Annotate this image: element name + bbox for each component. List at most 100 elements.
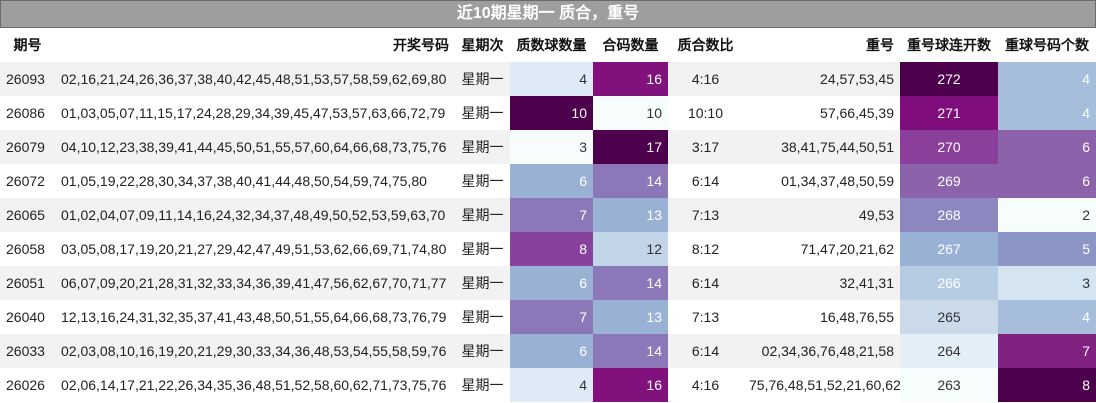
table-row: 26058 03,05,08,17,19,20,21,27,29,42,47,49… [0,232,1096,266]
composite-count-cell: 17 [593,130,668,164]
weekday-cell: 星期一 [455,368,510,402]
ratio-cell: 7:13 [668,198,743,232]
streak-cell: 264 [900,334,998,368]
period-cell: 26033 [0,334,55,368]
streak-cell: 265 [900,300,998,334]
prime-count-cell: 3 [510,130,593,164]
repeat-cell: 16,48,76,55 [743,300,900,334]
weekday-cell: 星期一 [455,266,510,300]
period-cell: 26058 [0,232,55,266]
table-row: 26026 02,06,14,17,21,22,26,34,35,36,48,51… [0,368,1096,402]
table-row: 26051 06,07,09,20,21,28,31,32,33,34,36,39… [0,266,1096,300]
period-cell: 26079 [0,130,55,164]
ratio-cell: 8:12 [668,232,743,266]
numbers-cell: 02,06,14,17,21,22,26,34,35,36,48,51,52,5… [55,368,455,402]
composite-count-cell: 12 [593,232,668,266]
prime-count-cell: 6 [510,334,593,368]
repeat-cell: 57,66,45,39 [743,96,900,130]
composite-count-cell: 14 [593,266,668,300]
period-cell: 26072 [0,164,55,198]
numbers-cell: 01,03,05,07,11,15,17,24,28,29,34,39,45,4… [55,96,455,130]
numbers-cell: 02,16,21,24,26,36,37,38,40,42,45,48,51,5… [55,62,455,96]
header-period: 期号 [13,37,42,53]
prime-count-cell: 8 [510,232,593,266]
period-cell: 26026 [0,368,55,402]
repeat-count-cell: 5 [998,232,1096,266]
table-body: 26093 02,16,21,24,26,36,37,38,40,42,45,48… [0,62,1096,402]
repeat-cell: 38,41,75,44,50,51 [743,130,900,164]
streak-cell: 268 [900,198,998,232]
numbers-cell: 01,02,04,07,09,11,14,16,24,32,34,37,48,4… [55,198,455,232]
table-row: 26040 12,13,16,24,31,32,35,37,41,43,48,50… [0,300,1096,334]
prime-count-cell: 6 [510,164,593,198]
period-cell: 26093 [0,62,55,96]
header-ratio: 质合数比 [677,37,734,53]
weekday-cell: 星期一 [455,62,510,96]
period-cell: 26040 [0,300,55,334]
repeat-count-cell: 7 [998,334,1096,368]
weekday-cell: 星期一 [455,164,510,198]
ratio-cell: 4:16 [668,62,743,96]
repeat-count-cell: 6 [998,164,1096,198]
prime-count-cell: 7 [510,300,593,334]
weekday-cell: 星期一 [455,130,510,164]
prime-count-cell: 10 [510,96,593,130]
results-table: 期号 开奖号码 星期次 质数球数量 合码数量 质合数比 重号 重号球连开数 重球… [0,28,1096,402]
weekday-cell: 星期一 [455,300,510,334]
header-composite-count: 合码数量 [602,37,659,53]
repeat-count-cell: 4 [998,62,1096,96]
period-cell: 26086 [0,96,55,130]
composite-count-cell: 14 [593,164,668,198]
numbers-cell: 02,03,08,10,16,19,20,21,29,30,33,34,36,4… [55,334,455,368]
numbers-cell: 01,05,19,22,28,30,34,37,38,40,41,44,48,5… [55,164,455,198]
weekday-cell: 星期一 [455,198,510,232]
composite-count-cell: 13 [593,300,668,334]
ratio-cell: 6:14 [668,334,743,368]
repeat-cell: 49,53 [743,198,900,232]
weekday-cell: 星期一 [455,232,510,266]
streak-cell: 271 [900,96,998,130]
header-row: 期号 开奖号码 星期次 质数球数量 合码数量 质合数比 重号 重号球连开数 重球… [0,28,1096,62]
streak-cell: 266 [900,266,998,300]
weekday-cell: 星期一 [455,96,510,130]
table-row: 26086 01,03,05,07,11,15,17,24,28,29,34,39… [0,96,1096,130]
repeat-count-cell: 6 [998,130,1096,164]
streak-cell: 269 [900,164,998,198]
header-prime-count: 质数球数量 [516,37,587,53]
composite-count-cell: 14 [593,334,668,368]
header-streak: 重号球连开数 [907,37,991,53]
ratio-cell: 10:10 [668,96,743,130]
numbers-cell: 06,07,09,20,21,28,31,32,33,34,36,39,41,4… [55,266,455,300]
prime-count-cell: 4 [510,62,593,96]
header-repeat: 重号 [866,37,894,53]
table-row: 26079 04,10,12,23,38,39,41,44,45,50,51,55… [0,130,1096,164]
repeat-count-cell: 4 [998,300,1096,334]
repeat-cell: 75,76,48,51,52,21,60,62 [743,368,900,402]
table-title: 近10期星期一 质合，重号 [0,0,1096,28]
table-row: 26093 02,16,21,24,26,36,37,38,40,42,45,48… [0,62,1096,96]
repeat-count-cell: 8 [998,368,1096,402]
numbers-cell: 03,05,08,17,19,20,21,27,29,42,47,49,51,5… [55,232,455,266]
streak-cell: 270 [900,130,998,164]
prime-count-cell: 4 [510,368,593,402]
streak-cell: 272 [900,62,998,96]
streak-cell: 263 [900,368,998,402]
weekday-cell: 星期一 [455,334,510,368]
numbers-cell: 12,13,16,24,31,32,35,37,41,43,48,50,51,5… [55,300,455,334]
repeat-cell: 01,34,37,48,50,59 [743,164,900,198]
repeat-count-cell: 3 [998,266,1096,300]
numbers-cell: 04,10,12,23,38,39,41,44,45,50,51,55,57,6… [55,130,455,164]
table-row: 26065 01,02,04,07,09,11,14,16,24,32,34,37… [0,198,1096,232]
repeat-count-cell: 4 [998,96,1096,130]
header-weekday: 星期次 [461,37,504,53]
streak-cell: 267 [900,232,998,266]
prime-count-cell: 6 [510,266,593,300]
composite-count-cell: 16 [593,368,668,402]
ratio-cell: 6:14 [668,266,743,300]
table-row: 26072 01,05,19,22,28,30,34,37,38,40,41,44… [0,164,1096,198]
ratio-cell: 6:14 [668,164,743,198]
period-cell: 26051 [0,266,55,300]
composite-count-cell: 16 [593,62,668,96]
prime-count-cell: 7 [510,198,593,232]
ratio-cell: 4:16 [668,368,743,402]
